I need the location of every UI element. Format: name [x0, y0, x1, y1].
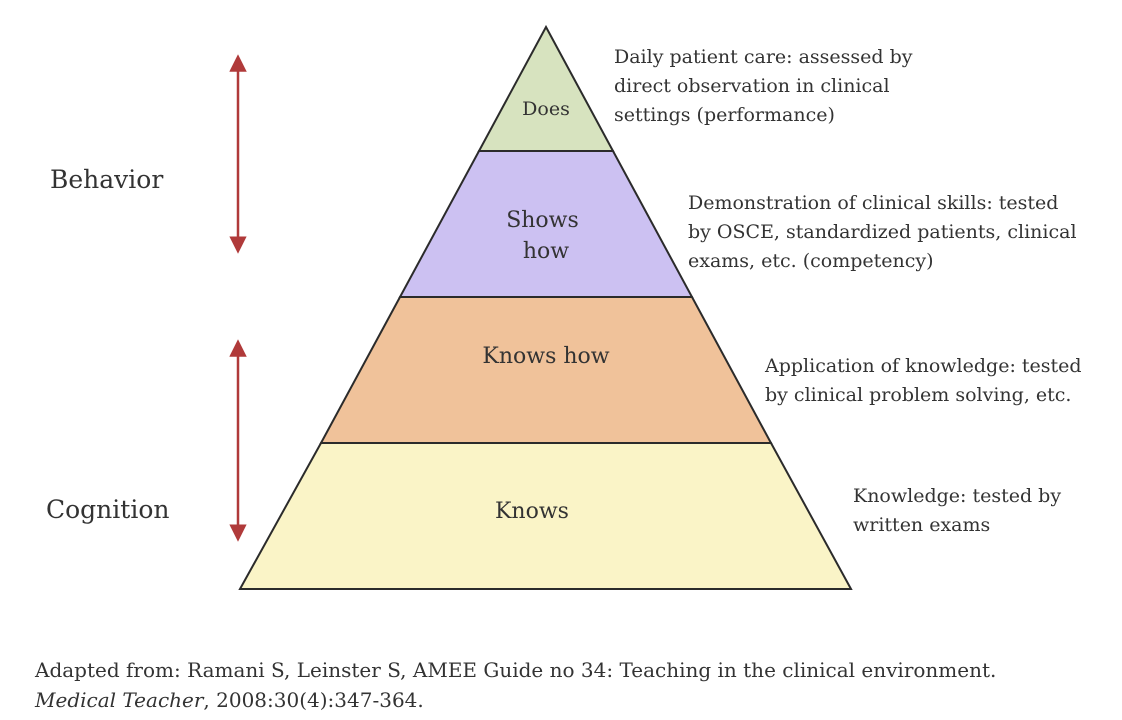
level-shows-how-description: Demonstration of clinical skills: tested…	[688, 189, 1077, 276]
level-knows-shape	[238, 442, 853, 590]
level-knows-how-description: Application of knowledge: tested by clin…	[765, 352, 1082, 410]
description-line: Demonstration of clinical skills: tested	[688, 192, 1059, 214]
description-line: settings (performance)	[614, 104, 835, 126]
description-line: Daily patient care: assessed by	[614, 46, 913, 68]
level-knows-description: Knowledge: tested by written exams	[853, 482, 1061, 540]
description-line: written exams	[853, 514, 991, 536]
level-knows-label: Knows	[495, 499, 569, 524]
level-knows-how-label: Knows how	[482, 344, 609, 369]
level-does-label: Does	[522, 98, 570, 120]
cognition-label: Cognition	[46, 495, 170, 524]
description-line: Knowledge: tested by	[853, 485, 1062, 507]
citation: Adapted from: Ramani S, Leinster S, AMEE…	[35, 655, 996, 715]
citation-details: , 2008:30(4):347-364.	[203, 688, 424, 712]
behavior-label: Behavior	[50, 165, 164, 194]
level-knows-how-shape	[319, 296, 773, 444]
description-line: by OSCE, standardized patients, clinical	[688, 221, 1077, 243]
citation-source: Adapted from: Ramani S, Leinster S, AMEE…	[35, 658, 997, 682]
citation-reference: Medical Teacher, 2008:30(4):347-364.	[35, 685, 996, 715]
description-line: exams, etc. (competency)	[688, 250, 934, 272]
level-does-shape	[477, 24, 615, 152]
citation-journal: Medical Teacher	[35, 688, 204, 712]
level-does-description: Daily patient care: assessed by direct o…	[614, 43, 913, 130]
description-line: by clinical problem solving, etc.	[765, 384, 1072, 406]
level-shows-how-label: Shows how	[506, 208, 586, 264]
description-line: Application of knowledge: tested	[765, 355, 1082, 377]
description-line: direct observation in clinical	[614, 75, 890, 97]
